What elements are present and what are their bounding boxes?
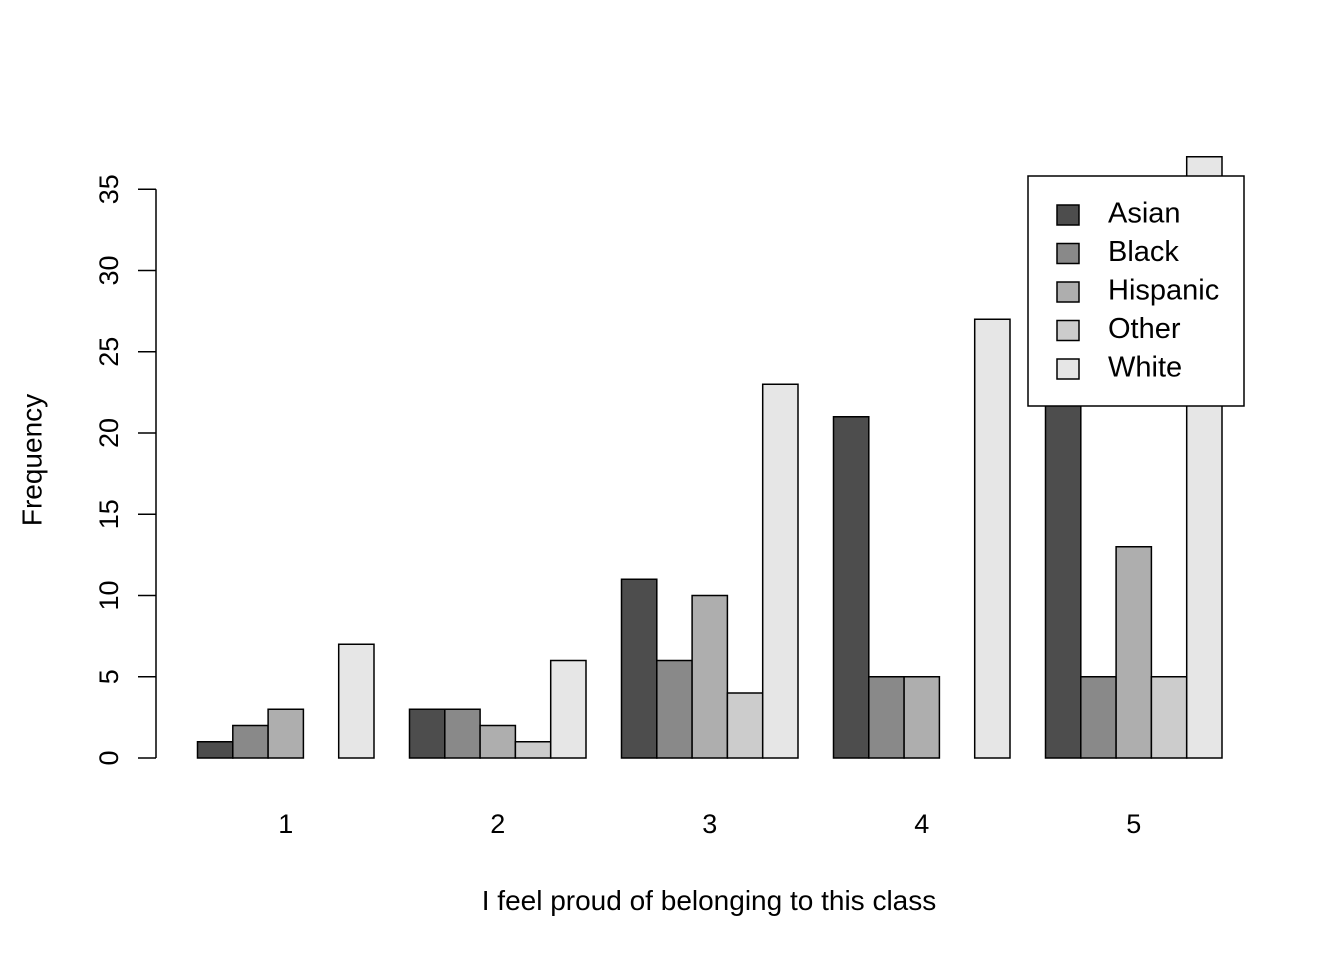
y-tick-label: 30 [94, 255, 124, 285]
y-tick-label: 10 [94, 580, 124, 610]
bar-hispanic-4 [903, 676, 941, 759]
x-tick-label: 1 [278, 809, 293, 839]
bar-white-4 [973, 318, 1011, 759]
x-tick-label: 3 [702, 809, 717, 839]
x-axis: 1 2 3 4 5 [278, 809, 1141, 839]
y-tick-label: 35 [94, 174, 124, 204]
x-tick-label: 2 [490, 809, 505, 839]
y-tick-label: 25 [94, 337, 124, 367]
legend-label-hispanic: Hispanic [1108, 275, 1219, 307]
y-tick-label: 20 [94, 418, 124, 448]
bar-asian-5 [1044, 383, 1082, 759]
bar-asian-1 [196, 741, 234, 759]
bar-black-1 [232, 724, 269, 759]
y-tick-label: 0 [94, 750, 124, 765]
x-tick-label: 4 [914, 809, 929, 839]
legend-label-white: White [1108, 352, 1182, 384]
bar-other-5 [1150, 676, 1188, 759]
bar-hispanic-2 [479, 724, 517, 759]
x-tick-label: 5 [1126, 809, 1141, 839]
y-axis-title: Frequency [16, 394, 47, 526]
legend-label-other: Other [1108, 313, 1181, 345]
legend-swatch-asian [1056, 204, 1080, 226]
legend-swatch-other [1056, 319, 1080, 342]
bar-hispanic-1 [267, 708, 305, 759]
y-tick-label: 5 [94, 669, 124, 684]
x-axis-title: I feel proud of belonging to this class [482, 885, 937, 916]
bar-other-3 [726, 692, 764, 759]
bar-asian-4 [832, 416, 870, 759]
bar-black-5 [1080, 676, 1117, 759]
legend: Asian Black Hispanic Other White [1027, 175, 1245, 407]
bar-white-2 [549, 659, 587, 759]
bar-black-4 [868, 676, 905, 759]
bar-asian-3 [620, 578, 658, 759]
bar-white-1 [337, 643, 375, 759]
legend-swatch-white [1056, 358, 1080, 380]
bar-black-3 [656, 659, 693, 759]
legend-swatch-black [1056, 242, 1080, 265]
bar-hispanic-5 [1115, 546, 1153, 759]
legend-label-asian: Asian [1108, 198, 1181, 230]
bar-hispanic-3 [691, 594, 729, 759]
bar-white-3 [761, 383, 799, 759]
bar-asian-2 [408, 708, 446, 759]
y-axis: 0 5 10 15 20 25 30 35 [94, 174, 157, 766]
legend-label-black: Black [1108, 236, 1179, 268]
legend-swatch-hispanic [1056, 281, 1080, 303]
bar-other-2 [514, 741, 552, 759]
bar-black-2 [444, 708, 481, 759]
y-tick-label: 15 [94, 499, 124, 529]
